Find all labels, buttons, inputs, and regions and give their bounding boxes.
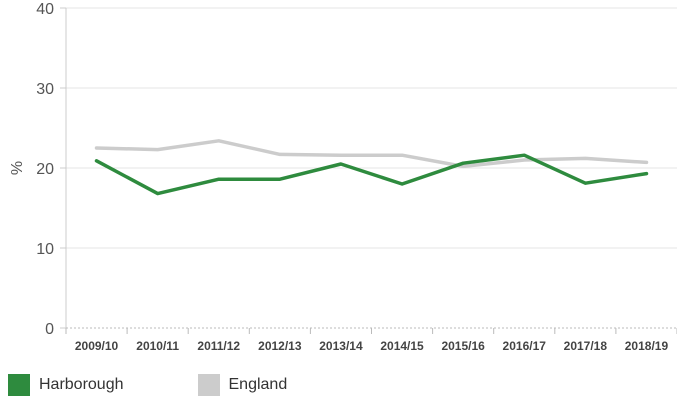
legend-swatch-harborough: [8, 374, 30, 396]
x-tick-label: 2014/15: [380, 339, 424, 353]
y-tick-label: 20: [36, 161, 54, 178]
x-tick-label: 2009/10: [75, 339, 119, 353]
y-tick-label: 10: [36, 241, 54, 258]
y-tick-label: 40: [36, 1, 54, 18]
x-tick-label: 2018/19: [625, 339, 669, 353]
x-tick-label: 2012/13: [258, 339, 302, 353]
series-line-harborough: [94, 153, 649, 196]
y-axis-ticks: 0 10 20 30 40: [36, 1, 66, 338]
series-lines: [94, 139, 649, 196]
legend-label-england: England: [228, 376, 288, 393]
y-tick-label: 30: [36, 81, 54, 98]
grid-lines: [66, 7, 677, 249]
x-tick-label: 2011/12: [197, 339, 240, 353]
legend: Harborough England: [8, 374, 361, 396]
y-tick-label: 0: [45, 321, 54, 338]
x-tick-label: 2010/11: [136, 339, 179, 353]
legend-item-england[interactable]: England: [197, 374, 288, 396]
x-tick-label: 2016/17: [503, 339, 547, 353]
legend-swatch-england: [197, 374, 220, 396]
x-axis-ticks: 2009/10 2010/11 2011/12 2012/13 2013/14 2014/…: [65, 328, 677, 353]
x-tick-label: 2017/18: [564, 339, 608, 353]
y-axis-label: %: [9, 161, 26, 175]
legend-item-harborough[interactable]: Harborough: [8, 374, 124, 396]
legend-label-harborough: Harborough: [39, 376, 124, 393]
series-line-england: [94, 139, 649, 169]
x-tick-label: 2015/16: [441, 339, 485, 353]
x-tick-label: 2013/14: [319, 339, 363, 353]
